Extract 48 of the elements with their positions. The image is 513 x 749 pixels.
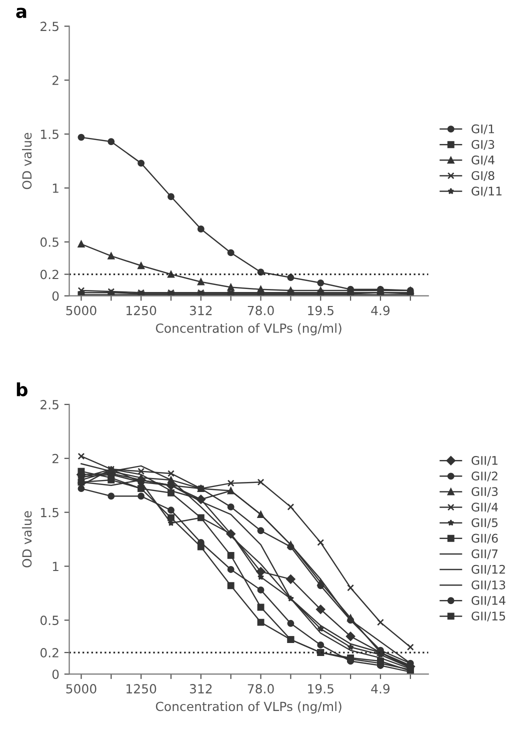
x-tick-label: 1250: [126, 306, 156, 316]
y-tick-label: 2: [52, 76, 58, 85]
y-tick-label: 1: [52, 562, 58, 571]
legend-label: GI/8: [472, 171, 494, 181]
x-tick-label: 5000: [66, 684, 96, 694]
y-axis-title: OD value: [22, 511, 32, 568]
chart-title: a: [16, 8, 26, 18]
legend-label: GI/3: [472, 140, 494, 150]
legend-label: GI/1: [472, 124, 494, 134]
y-tick-label: 0.5: [40, 616, 58, 626]
legend-label: GII/13: [472, 580, 506, 590]
y-tick-label: 0.2: [40, 270, 58, 280]
x-axis-title: Concentration of VLPs (ng/ml): [156, 323, 342, 336]
y-tick-label: 2.5: [40, 22, 58, 32]
legend-label: GII/6: [472, 534, 498, 544]
y-tick-label: 0: [52, 291, 59, 301]
y-tick-label: 0.2: [40, 648, 58, 658]
legend-label: GII/3: [472, 487, 498, 497]
x-tick-label: 312: [190, 306, 212, 316]
legend-label: GII/1: [472, 456, 498, 466]
x-tick-label: 4.9: [371, 684, 390, 694]
legend-label: GII/15: [472, 612, 506, 622]
legend-label: GI/4: [472, 156, 494, 166]
x-tick-label: 4.9: [371, 306, 390, 316]
legend-label: GII/5: [472, 518, 498, 528]
legend-label: GI/11: [472, 186, 502, 197]
x-tick-label: 78.0: [248, 684, 274, 694]
y-tick-label: 1.5: [41, 130, 58, 139]
x-tick-label: 19.5: [308, 684, 334, 694]
legend-label: GII/7: [472, 549, 498, 560]
x-tick-label: 312: [190, 684, 212, 694]
legend-label: GII/4: [472, 502, 498, 513]
x-tick-label: 1250: [126, 684, 156, 694]
legend-label: GII/2: [472, 472, 498, 482]
y-tick-label: 2.5: [40, 400, 58, 410]
legend-label: GII/14: [472, 596, 506, 606]
x-axis-title: Concentration of VLPs (ng/ml): [156, 701, 342, 714]
y-tick-label: 1: [52, 184, 58, 193]
y-tick-label: 2: [52, 454, 58, 464]
y-tick-label: 1.5: [41, 508, 58, 518]
x-tick-label: 5000: [66, 306, 96, 316]
y-tick-label: 0.5: [40, 237, 58, 247]
legend-label: GII/12: [472, 564, 505, 575]
x-tick-label: 19.5: [308, 306, 334, 316]
x-tick-label: 78.0: [248, 306, 274, 316]
y-axis-title: OD value: [22, 132, 32, 190]
y-tick-label: 0: [52, 670, 59, 680]
chart-title: b: [16, 382, 28, 396]
